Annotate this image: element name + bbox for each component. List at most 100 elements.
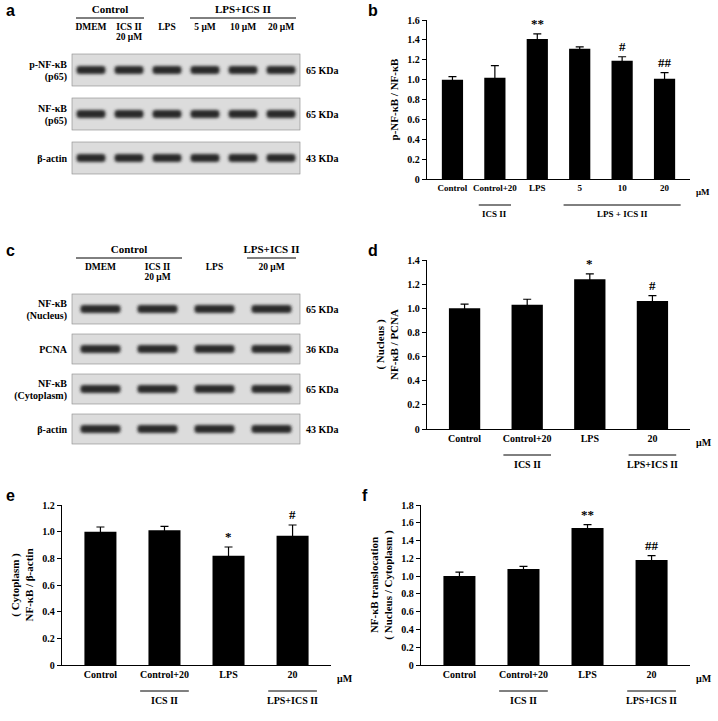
svg-text:20: 20 (660, 183, 670, 193)
svg-text:1.6: 1.6 (407, 15, 420, 26)
svg-text:0.6: 0.6 (401, 606, 414, 617)
svg-text:1.2: 1.2 (401, 553, 414, 564)
svg-text:PCNA: PCNA (39, 344, 68, 355)
svg-text:LPS: LPS (529, 183, 546, 193)
svg-text:DMEM: DMEM (75, 22, 106, 32)
svg-text:10 μM: 10 μM (230, 22, 256, 32)
svg-text:0.4: 0.4 (407, 134, 420, 145)
svg-text:0.4: 0.4 (42, 606, 55, 617)
svg-text:10: 10 (618, 183, 628, 193)
svg-text:LPS+ICS II: LPS+ICS II (267, 695, 318, 706)
svg-text:5 μM: 5 μM (194, 22, 216, 32)
svg-text:1.2: 1.2 (407, 279, 420, 290)
svg-text:ICS II20 μM: ICS II20 μM (144, 262, 170, 282)
svg-text:1.2: 1.2 (407, 54, 420, 65)
svg-text:( Cytoplasm )NF-κB / β-actin: ( Cytoplasm )NF-κB / β-actin (9, 548, 35, 621)
svg-text:1.4: 1.4 (407, 34, 420, 45)
svg-text:Control+20: Control+20 (473, 183, 517, 193)
svg-text:20: 20 (647, 433, 657, 444)
svg-text:LPS + ICS II: LPS + ICS II (597, 209, 648, 219)
svg-text:1.4: 1.4 (401, 535, 414, 546)
svg-text:5: 5 (577, 183, 582, 193)
svg-text:0.8: 0.8 (407, 327, 420, 338)
svg-text:β-actin: β-actin (37, 424, 67, 435)
svg-text:LPS+ICS II: LPS+ICS II (627, 459, 678, 470)
svg-text:1.0: 1.0 (42, 526, 55, 537)
svg-text:#: # (649, 278, 656, 293)
svg-text:##: ## (658, 55, 672, 70)
svg-text:μM: μM (696, 437, 712, 448)
svg-text:0.2: 0.2 (407, 154, 420, 165)
svg-text:1.4: 1.4 (407, 255, 420, 266)
svg-text:#: # (289, 507, 296, 522)
svg-text:NF-κB(Nucleus): NF-κB(Nucleus) (26, 298, 67, 322)
svg-text:20: 20 (288, 669, 298, 680)
svg-text:β-actin: β-actin (37, 153, 67, 164)
svg-text:ICS II20 μM: ICS II20 μM (116, 22, 142, 42)
svg-text:ICS II: ICS II (514, 459, 541, 470)
svg-text:μM: μM (696, 673, 712, 684)
svg-text:0.6: 0.6 (42, 580, 55, 591)
svg-text:0: 0 (409, 660, 414, 671)
svg-text:Control: Control (443, 669, 476, 680)
svg-text:p-NF-κB(p65): p-NF-κB(p65) (29, 59, 67, 83)
svg-text:Control: Control (448, 433, 481, 444)
svg-text:NF-κB(p65): NF-κB(p65) (38, 103, 67, 127)
svg-text:( Nucleus )NF-κB / PCNA: ( Nucleus )NF-κB / PCNA (374, 309, 400, 380)
svg-text:0.8: 0.8 (42, 553, 55, 564)
svg-text:LPS: LPS (158, 22, 175, 32)
svg-text:0.8: 0.8 (401, 588, 414, 599)
svg-text:20 μM: 20 μM (268, 22, 294, 32)
svg-text:43 KDa: 43 KDa (306, 424, 339, 435)
svg-text:1.8: 1.8 (401, 500, 414, 511)
svg-text:Control+20: Control+20 (503, 433, 552, 444)
svg-text:DMEM: DMEM (85, 262, 116, 272)
svg-text:65 KDa: 65 KDa (306, 384, 339, 395)
svg-text:μM: μM (696, 187, 710, 197)
svg-text:1.0: 1.0 (407, 303, 420, 314)
svg-text:1.2: 1.2 (42, 500, 55, 511)
svg-text:**: ** (581, 507, 594, 522)
svg-text:0.4: 0.4 (407, 375, 420, 386)
svg-text:0: 0 (415, 424, 420, 435)
svg-text:1.0: 1.0 (401, 571, 414, 582)
svg-text:*: * (586, 256, 593, 271)
svg-text:LPS+ICS II: LPS+ICS II (626, 695, 677, 706)
svg-text:20: 20 (647, 669, 657, 680)
svg-text:65 KDa: 65 KDa (306, 304, 339, 315)
svg-text:0.2: 0.2 (401, 642, 414, 653)
svg-text:LPS: LPS (219, 669, 238, 680)
svg-text:ICS II: ICS II (482, 209, 507, 219)
svg-text:##: ## (645, 538, 659, 553)
svg-text:NF-κB translocation( Nucleus /: NF-κB translocation( Nucleus / Cytoplasm… (368, 530, 395, 640)
svg-text:**: ** (531, 16, 544, 31)
svg-text:Control+20: Control+20 (140, 669, 189, 680)
svg-text:Control+20: Control+20 (499, 669, 548, 680)
svg-text:LPS: LPS (581, 433, 600, 444)
svg-text:Control: Control (111, 243, 147, 255)
svg-text:1.0: 1.0 (407, 74, 420, 85)
svg-text:0: 0 (50, 660, 55, 671)
svg-text:NF-κB(Cytoplasm): NF-κB(Cytoplasm) (14, 378, 67, 402)
svg-text:LPS: LPS (206, 262, 223, 272)
svg-text:Control: Control (92, 3, 128, 15)
svg-text:0.6: 0.6 (407, 114, 420, 125)
svg-text:LPS+ICS II: LPS+ICS II (215, 3, 271, 15)
svg-text:Control: Control (84, 669, 117, 680)
svg-text:μM: μM (337, 673, 353, 684)
svg-text:43 KDa: 43 KDa (306, 153, 339, 164)
svg-text:65 KDa: 65 KDa (306, 109, 339, 120)
svg-text:1.6: 1.6 (401, 517, 414, 528)
svg-text:#: # (619, 39, 626, 54)
svg-text:ICS II: ICS II (510, 695, 537, 706)
svg-text:p-NF-κB / NF-κB: p-NF-κB / NF-κB (388, 58, 400, 141)
svg-text:LPS: LPS (578, 669, 597, 680)
svg-text:0.2: 0.2 (42, 633, 55, 644)
svg-text:0.2: 0.2 (407, 399, 420, 410)
svg-text:ICS II: ICS II (151, 695, 178, 706)
svg-text:0.8: 0.8 (407, 94, 420, 105)
svg-text:Control: Control (438, 183, 468, 193)
svg-text:20 μM: 20 μM (258, 262, 284, 272)
svg-text:0.4: 0.4 (401, 624, 414, 635)
svg-text:36 KDa: 36 KDa (306, 344, 339, 355)
